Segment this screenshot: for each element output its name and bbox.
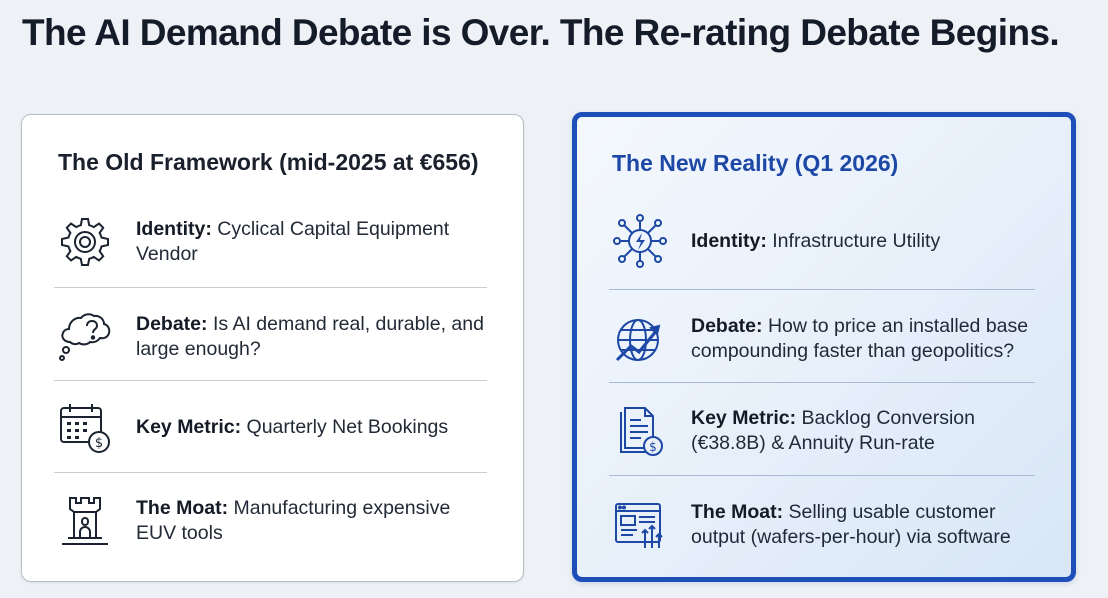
new-moat-text: Selling usable customer output (wafers-p…	[691, 501, 1011, 548]
old-key-metric-text: Quarterly Net Bookings	[246, 415, 449, 438]
new-debate-row: Debate: How to price an installed base c…	[611, 295, 1035, 383]
divider	[54, 472, 487, 473]
thought-bubble-question-icon	[56, 308, 114, 366]
divider	[609, 289, 1035, 290]
new-debate-label: Debate:	[691, 315, 763, 337]
old-key-metric-row: $ Key Metric: Quarterly Net Bookings	[56, 383, 487, 471]
svg-text:$: $	[95, 436, 103, 451]
globe-growth-arrow-icon	[611, 310, 669, 368]
old-identity-text: Cyclical Capital Equipment Vendor	[136, 218, 450, 265]
old-identity-row: Identity: Cyclical Capital Equipment Ven…	[56, 198, 487, 286]
new-reality-card: The New Reality (Q1 2026) Identity: Infr…	[572, 112, 1076, 582]
old-moat-label: The Moat:	[136, 497, 229, 519]
divider	[54, 380, 487, 381]
castle-tower-icon	[56, 492, 114, 550]
software-dashboard-icon	[611, 496, 669, 554]
divider	[609, 475, 1035, 476]
old-moat-row: The Moat: Manufacturing expensive EUV to…	[56, 477, 487, 565]
svg-text:$: $	[649, 440, 657, 454]
new-identity-label: Identity:	[691, 229, 767, 252]
new-debate-text: How to price an installed base compoundi…	[691, 315, 1029, 362]
divider	[54, 287, 487, 288]
old-debate-label: Debate:	[136, 313, 208, 335]
old-framework-title: The Old Framework (mid-2025 at €656)	[58, 149, 479, 175]
divider	[609, 382, 1035, 383]
new-key-metric-text: Backlog Conversion (€38.8B) & Annuity Ru…	[691, 407, 975, 454]
old-identity-label: Identity:	[136, 218, 212, 240]
new-key-metric-label: Key Metric:	[691, 407, 797, 429]
new-identity-text: Infrastructure Utility	[772, 229, 941, 252]
documents-euro-icon: $	[611, 402, 669, 460]
network-lightning-icon	[611, 212, 669, 270]
new-identity-row: Identity: Infrastructure Utility	[611, 197, 1035, 285]
old-debate-row: Debate: Is AI demand real, durable, and …	[56, 293, 487, 381]
gear-icon	[56, 213, 114, 271]
old-debate-text: Is AI demand real, durable, and large en…	[136, 313, 484, 360]
calendar-euro-icon: $	[56, 398, 114, 456]
new-moat-row: The Moat: Selling usable customer output…	[611, 481, 1035, 569]
new-reality-title: The New Reality (Q1 2026)	[612, 150, 899, 176]
new-moat-label: The Moat:	[691, 501, 784, 523]
headline: The AI Demand Debate is Over. The Re-rat…	[22, 12, 1060, 53]
old-framework-card: The Old Framework (mid-2025 at €656) Ide…	[21, 114, 524, 582]
old-key-metric-label: Key Metric:	[136, 415, 242, 438]
new-key-metric-row: $ Key Metric: Backlog Conversion (€38.8B…	[611, 387, 1035, 475]
old-moat-text: Manufacturing expensive EUV tools	[136, 497, 451, 544]
